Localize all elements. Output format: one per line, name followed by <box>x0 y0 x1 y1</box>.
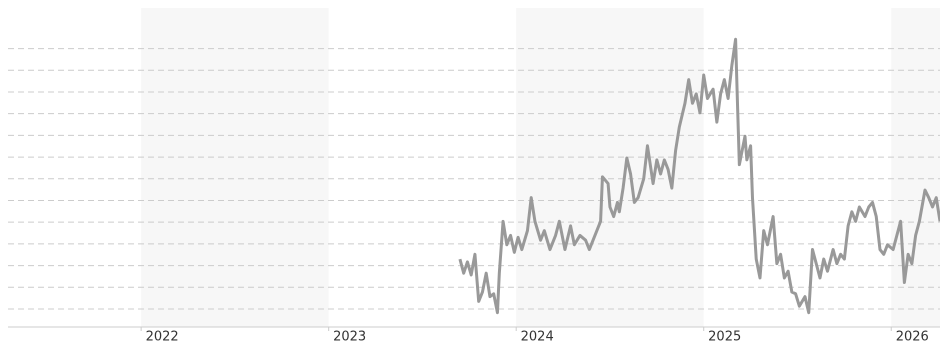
x-tick-label: 2022 <box>146 330 179 345</box>
price-line <box>458 37 940 315</box>
x-tick-label: 2026 <box>896 330 929 345</box>
year-band <box>891 8 940 327</box>
year-band <box>516 8 704 327</box>
x-tick-label: 2023 <box>333 330 366 345</box>
x-tick-label: 2025 <box>708 330 741 345</box>
x-tick-label: 2024 <box>521 330 554 345</box>
year-band <box>141 8 329 327</box>
